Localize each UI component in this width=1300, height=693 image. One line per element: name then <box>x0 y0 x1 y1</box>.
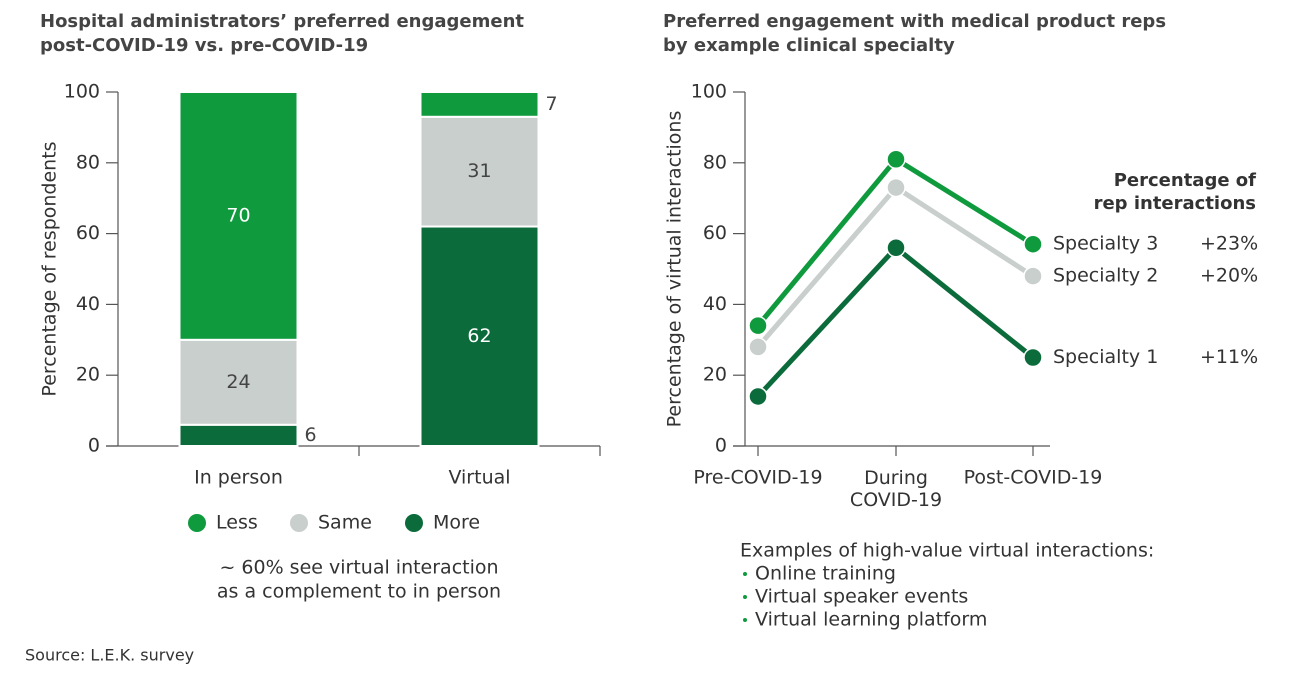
point <box>748 337 768 357</box>
example: Online training <box>755 563 896 585</box>
bullet <box>743 595 747 599</box>
y-tick-label: 20 <box>703 364 727 386</box>
x-tick-label: Post-COVID-19 <box>964 467 1103 489</box>
y-tick-label: 100 <box>64 81 100 103</box>
y-tick-label: 80 <box>703 151 727 173</box>
annotation: ~ 60% see virtual interaction <box>219 557 498 579</box>
legend-marker <box>290 514 308 532</box>
value-label: 31 <box>467 160 491 182</box>
y-tick-label: 100 <box>691 81 727 103</box>
chart-title: post-COVID-19 vs. pre-COVID-19 <box>40 35 368 56</box>
source: Source: L.E.K. survey <box>25 646 194 665</box>
examples-title: Examples of high-value virtual interacti… <box>740 540 1154 562</box>
legend-title: Percentage of <box>1114 170 1256 191</box>
chart-title: Preferred engagement with medical produc… <box>663 11 1166 32</box>
value-label: 24 <box>226 371 250 393</box>
value-label: 6 <box>305 424 317 446</box>
legend-label: Specialty 2 <box>1053 265 1158 287</box>
y-tick-label: 60 <box>703 222 727 244</box>
x-tick-label: Pre-COVID-19 <box>693 467 822 489</box>
change-label: +20% <box>1200 265 1258 287</box>
y-tick-label: 80 <box>76 151 100 173</box>
chart-title: by example clinical specialty <box>663 35 955 56</box>
x-tick-label: During COVID-19 <box>850 467 942 511</box>
y-tick-label: 60 <box>76 222 100 244</box>
legend-label: Same <box>318 512 372 534</box>
legend-label: More <box>433 512 480 534</box>
y-tick-label: 40 <box>76 293 100 315</box>
legend-label: Specialty 3 <box>1053 233 1158 255</box>
bar-segment <box>178 91 299 341</box>
point <box>1023 347 1043 368</box>
bar-segment <box>178 338 299 426</box>
y-tick-label: 0 <box>715 435 727 457</box>
legend-label: Less <box>216 512 258 534</box>
annotation: as a complement to in person <box>217 581 501 603</box>
bar-segment <box>419 91 540 118</box>
example: Virtual learning platform <box>755 609 987 631</box>
legend-marker <box>405 514 423 532</box>
point <box>748 386 768 407</box>
point <box>886 177 906 198</box>
y-tick-label: 0 <box>88 435 100 457</box>
line <box>756 244 1035 399</box>
legend-marker <box>188 514 206 532</box>
legend-label: Specialty 1 <box>1053 346 1158 368</box>
bullet <box>743 618 747 622</box>
y-tick-label: 20 <box>76 364 100 386</box>
value-label: 62 <box>467 325 491 347</box>
value-label: 7 <box>546 93 558 115</box>
point <box>886 238 906 258</box>
bar-segment <box>178 423 299 448</box>
x-tick-label: Virtual <box>448 467 510 489</box>
change-label: +23% <box>1200 233 1258 255</box>
y-axis-label: Percentage of respondents <box>39 141 61 396</box>
example: Virtual speaker events <box>755 586 968 608</box>
point <box>1023 266 1043 286</box>
legend-title: rep interactions <box>1094 193 1256 214</box>
bar-segment <box>419 225 540 447</box>
value-label: 70 <box>226 204 250 226</box>
point <box>886 149 906 170</box>
bar-segment <box>419 115 540 228</box>
chart-title: Hospital administrators’ preferred engag… <box>40 11 524 32</box>
point <box>748 315 768 336</box>
y-axis-label: Percentage of virtual interactions <box>664 111 686 428</box>
x-tick-label: In person <box>194 467 283 489</box>
point <box>1023 234 1043 254</box>
bullet <box>743 572 747 576</box>
y-tick-label: 40 <box>703 293 727 315</box>
change-label: +11% <box>1200 346 1258 368</box>
